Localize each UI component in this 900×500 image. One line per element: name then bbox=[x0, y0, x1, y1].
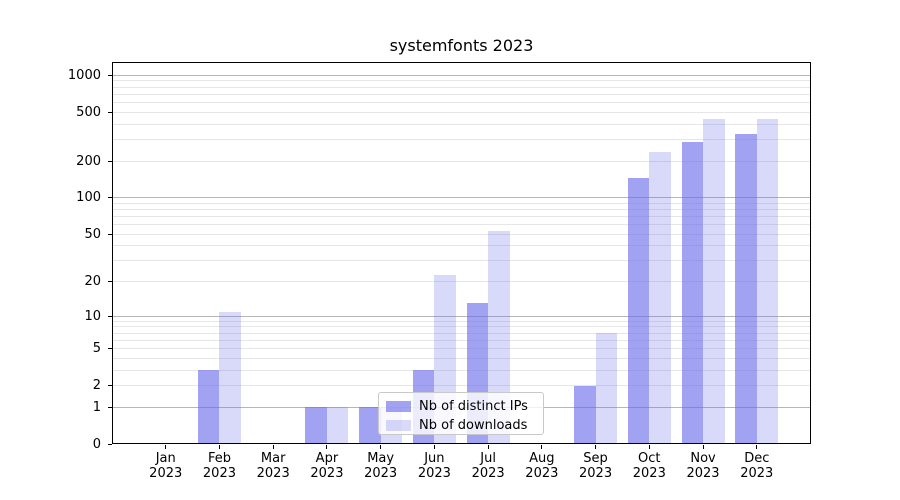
minor-gridline bbox=[112, 80, 811, 82]
y-tick bbox=[108, 348, 112, 350]
bar-ips-feb bbox=[197, 370, 220, 445]
x-tick bbox=[487, 444, 489, 449]
x-tick-label: Apr 2023 bbox=[310, 451, 344, 481]
chart-title: systemfonts 2023 bbox=[389, 36, 534, 55]
major-gridline bbox=[112, 197, 811, 199]
y-tick bbox=[108, 385, 112, 387]
legend-label: Nb of distinct IPs bbox=[419, 399, 528, 414]
major-gridline bbox=[112, 281, 811, 283]
major-gridline bbox=[112, 385, 811, 387]
legend-item: Nb of downloads bbox=[386, 416, 537, 435]
minor-gridline bbox=[112, 245, 811, 247]
minor-gridline bbox=[112, 339, 811, 341]
bar-downloads-dec bbox=[756, 118, 779, 445]
minor-gridline bbox=[112, 260, 811, 262]
y-tick bbox=[108, 315, 112, 317]
minor-gridline bbox=[112, 209, 811, 211]
major-gridline bbox=[112, 74, 811, 76]
x-tick bbox=[326, 444, 328, 449]
legend-label: Nb of downloads bbox=[419, 418, 528, 433]
x-tick-label: Aug 2023 bbox=[525, 451, 559, 481]
minor-gridline bbox=[112, 332, 811, 334]
minor-gridline bbox=[112, 326, 811, 328]
x-tick-label: Dec 2023 bbox=[740, 451, 774, 481]
bar-downloads-feb bbox=[219, 311, 241, 445]
minor-gridline bbox=[112, 216, 811, 218]
x-tick-label: Nov 2023 bbox=[686, 451, 720, 481]
bar-ips-nov bbox=[681, 142, 704, 445]
minor-gridline bbox=[112, 123, 811, 125]
x-tick bbox=[165, 444, 167, 449]
x-tick bbox=[218, 444, 220, 449]
y-tick bbox=[108, 197, 112, 199]
legend-swatch-ips bbox=[386, 401, 411, 412]
y-tick bbox=[108, 74, 112, 76]
minor-gridline bbox=[112, 102, 811, 104]
major-gridline bbox=[112, 160, 811, 162]
legend-item: Nb of distinct IPs bbox=[386, 397, 537, 416]
y-tick-label: 1 bbox=[92, 399, 101, 415]
x-tick-label: May 2023 bbox=[364, 451, 398, 481]
x-tick-label: Mar 2023 bbox=[256, 451, 290, 481]
minor-gridline bbox=[112, 357, 811, 359]
x-tick bbox=[595, 444, 597, 449]
plot-border bbox=[112, 62, 811, 445]
minor-gridline bbox=[112, 224, 811, 226]
x-tick bbox=[433, 444, 435, 449]
x-tick bbox=[648, 444, 650, 449]
bar-ips-oct bbox=[627, 178, 650, 445]
y-tick bbox=[108, 233, 112, 235]
y-tick-label: 100 bbox=[76, 190, 101, 206]
y-tick-label: 20 bbox=[84, 274, 101, 290]
y-tick-label: 10 bbox=[84, 308, 101, 324]
y-tick-label: 0 bbox=[92, 436, 101, 452]
bar-downloads-apr bbox=[326, 407, 349, 445]
y-tick-label: 50 bbox=[84, 226, 101, 242]
y-tick-label: 2 bbox=[92, 378, 101, 394]
y-tick bbox=[108, 406, 112, 408]
major-gridline bbox=[112, 233, 811, 235]
x-tick bbox=[756, 444, 758, 449]
x-tick-label: Feb 2023 bbox=[202, 451, 236, 481]
x-tick-label: Jun 2023 bbox=[417, 451, 451, 481]
major-gridline bbox=[112, 315, 811, 317]
y-tick-label: 1000 bbox=[67, 67, 101, 83]
minor-gridline bbox=[112, 93, 811, 95]
bar-ips-dec bbox=[735, 134, 757, 445]
y-tick-label: 5 bbox=[92, 341, 101, 357]
x-tick bbox=[541, 444, 543, 449]
y-tick-label: 200 bbox=[76, 153, 101, 169]
minor-gridline bbox=[112, 202, 811, 204]
y-tick-label: 500 bbox=[76, 104, 101, 120]
minor-gridline bbox=[112, 139, 811, 141]
y-tick bbox=[108, 111, 112, 113]
minor-gridline bbox=[112, 320, 811, 322]
y-tick bbox=[108, 443, 112, 445]
x-tick bbox=[380, 444, 382, 449]
bar-downloads-nov bbox=[703, 119, 725, 445]
bar-ips-apr bbox=[305, 407, 327, 445]
minor-gridline bbox=[112, 86, 811, 88]
minor-gridline bbox=[112, 369, 811, 371]
x-tick-label: Jan 2023 bbox=[149, 451, 183, 481]
legend: Nb of distinct IPs Nb of downloads bbox=[378, 392, 544, 435]
y-tick bbox=[108, 160, 112, 162]
x-tick-label: Oct 2023 bbox=[632, 451, 666, 481]
x-tick bbox=[272, 444, 274, 449]
major-gridline bbox=[112, 111, 811, 113]
bar-downloads-oct bbox=[649, 152, 671, 445]
bar-downloads-sep bbox=[595, 333, 618, 445]
bar-ips-sep bbox=[574, 385, 596, 445]
y-tick bbox=[108, 281, 112, 283]
x-tick bbox=[702, 444, 704, 449]
legend-swatch-downloads bbox=[386, 420, 411, 431]
x-tick-label: Jul 2023 bbox=[471, 451, 505, 481]
major-gridline bbox=[112, 348, 811, 350]
x-tick-label: Sep 2023 bbox=[579, 451, 613, 481]
